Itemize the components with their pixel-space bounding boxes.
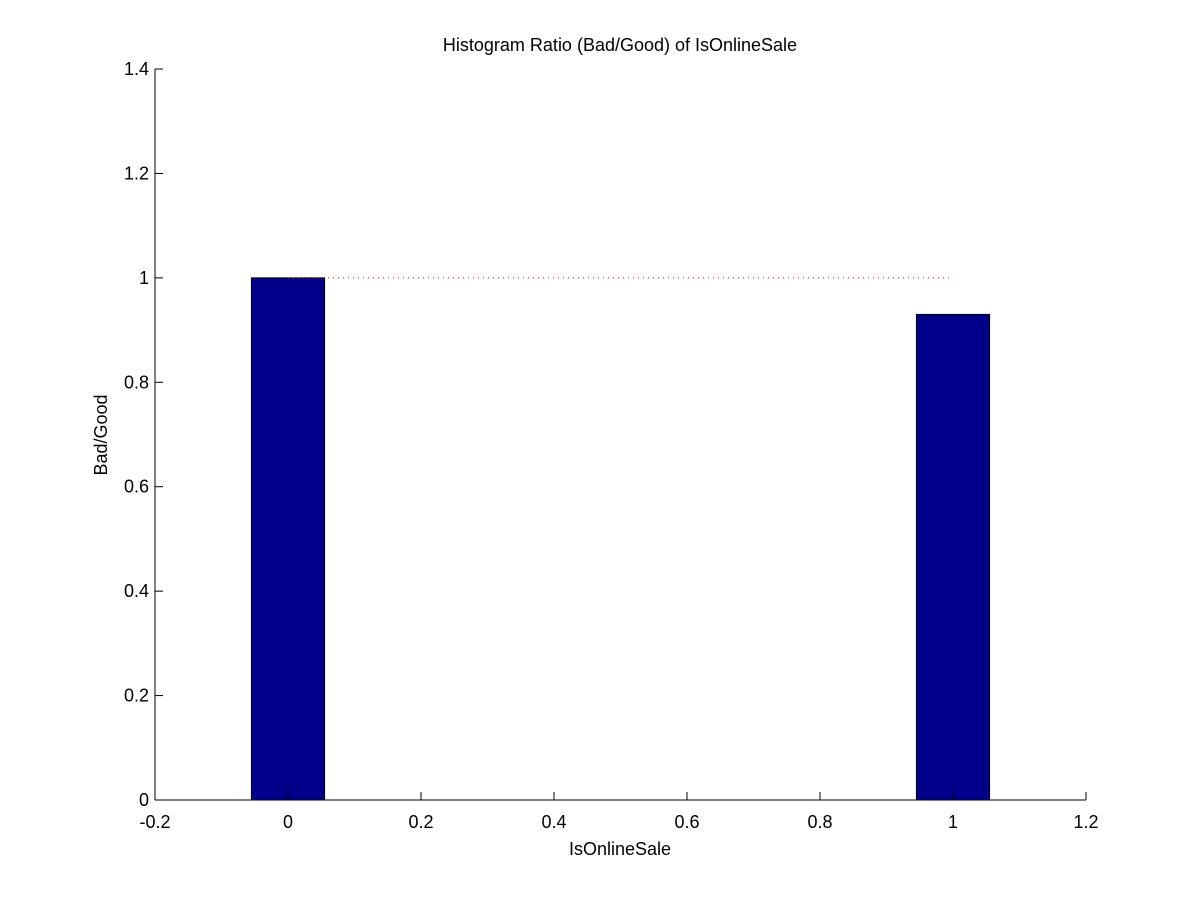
bar [915,313,991,801]
x-tick-label: 0.6 [674,812,699,832]
x-tick-label: 0.8 [807,812,832,832]
y-tick-label: 0.2 [124,686,149,706]
chart-title: Histogram Ratio (Bad/Good) of IsOnlineSa… [443,35,797,55]
bar-group [250,277,991,801]
y-tick-label: 0.6 [124,477,149,497]
y-axis-label: Bad/Good [91,394,111,475]
y-tick-label: 1.2 [124,163,149,183]
x-tick-label: -0.2 [139,812,170,832]
x-tick-label: 0.4 [541,812,566,832]
x-tick-label: 0.2 [408,812,433,832]
y-tick-label: 0.4 [124,581,149,601]
bar [250,277,326,801]
x-tick-label: 1 [948,812,958,832]
x-axis-label: IsOnlineSale [569,839,671,859]
y-tick-label: 1.4 [124,59,149,79]
y-tick-label: 1 [139,268,149,288]
x-tick-label: 1.2 [1073,812,1098,832]
tick-group: -0.2 0 0.2 0.4 0.6 0.8 1 1.200.20.40.60.811.21.… [124,59,1099,832]
y-tick-label: 0 [139,790,149,810]
y-tick-label: 0.8 [124,372,149,392]
x-tick-label: 0 [283,812,293,832]
